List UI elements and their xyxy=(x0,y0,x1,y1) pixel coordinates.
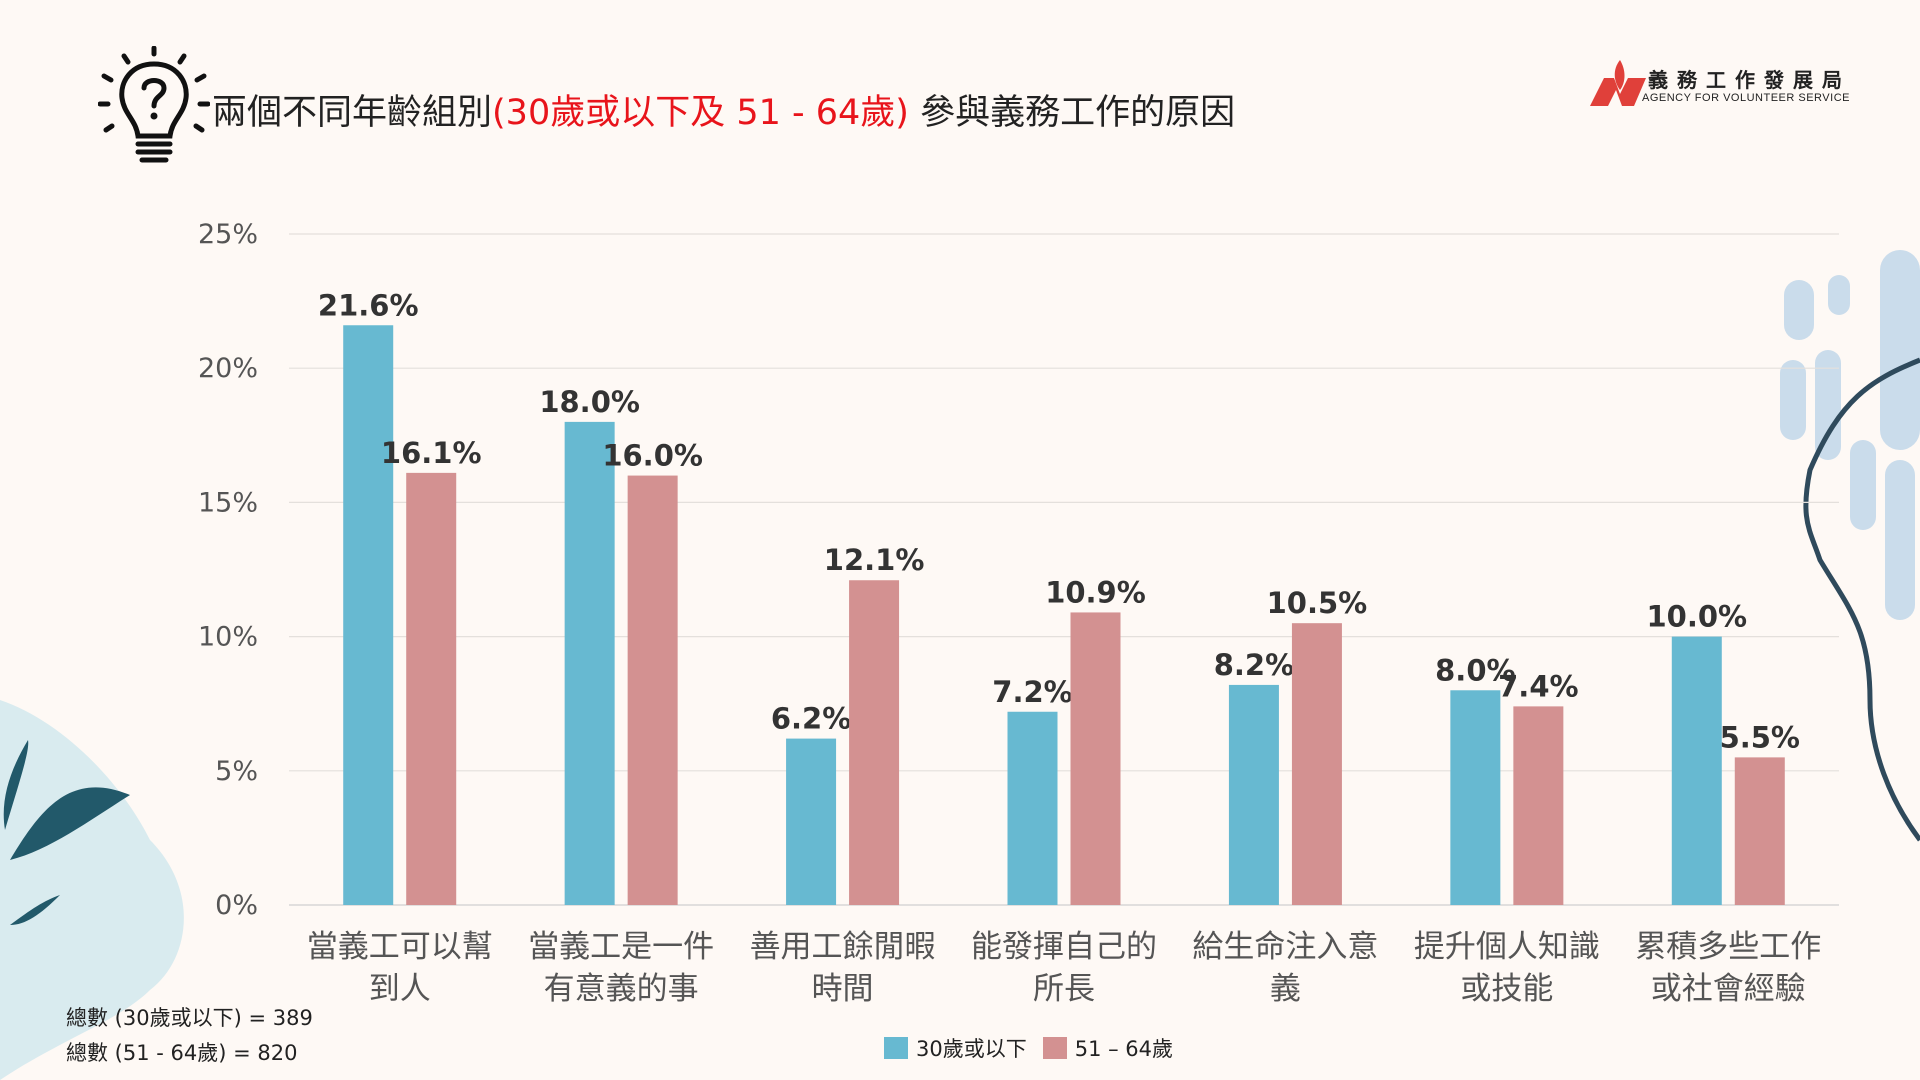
x-category-label: 當義工是一件 xyxy=(528,929,714,965)
footnote-total-young: 總數 (30歲或以下) = 389 xyxy=(66,1006,313,1030)
y-tick-label: 20% xyxy=(198,353,258,384)
x-category-label: 有意義的事 xyxy=(544,971,699,1007)
bar xyxy=(1734,757,1785,905)
legend-label: 51 – 64歲 xyxy=(1074,1037,1174,1061)
title-highlight: (30歲或以下及 51 - 64歲) xyxy=(492,93,909,133)
data-label: 7.2% xyxy=(992,675,1072,709)
footnote-total-older: 總數 (51 - 64歲) = 820 xyxy=(66,1041,298,1065)
bar xyxy=(564,421,615,905)
data-label: 8.0% xyxy=(1435,653,1515,687)
bar xyxy=(343,325,394,906)
logo-mark-icon xyxy=(1590,60,1646,106)
x-category-label: 累積多些工作 xyxy=(1635,929,1821,965)
data-label: 12.1% xyxy=(824,543,925,577)
x-category-label: 給生命注入意 xyxy=(1192,929,1378,965)
logo-chinese-text: 義務工作發展局 xyxy=(1648,68,1851,92)
bar xyxy=(406,472,457,905)
x-category-label: 或社會經驗 xyxy=(1651,971,1806,1007)
x-category-label: 能發揮自己的 xyxy=(971,929,1157,965)
logo-english-text: AGENCY FOR VOLUNTEER SERVICE xyxy=(1642,92,1850,104)
data-label: 10.9% xyxy=(1045,575,1146,609)
legend-swatch xyxy=(1042,1037,1067,1059)
bar xyxy=(1070,612,1121,905)
lightbulb-question-icon xyxy=(98,46,210,163)
bar xyxy=(1228,684,1279,905)
bar xyxy=(1513,706,1564,905)
y-tick-label: 25% xyxy=(198,219,258,250)
bar xyxy=(786,738,837,905)
page-title: 兩個不同年齡組別(30歲或以下及 51 - 64歲) 參與義務工作的原因 xyxy=(212,84,1235,135)
y-tick-label: 15% xyxy=(198,487,258,518)
legend-label: 30歲或以下 xyxy=(916,1037,1027,1061)
data-label: 16.0% xyxy=(602,439,703,473)
data-label: 18.0% xyxy=(539,385,640,419)
x-category-label: 提升個人知識 xyxy=(1414,929,1600,965)
legend-item-series2: 51 – 64歲 xyxy=(1042,1033,1174,1063)
title-prefix: 兩個不同年齡組別 xyxy=(212,93,493,133)
data-label: 10.5% xyxy=(1267,586,1368,620)
x-category-label: 義 xyxy=(1270,971,1301,1007)
data-label: 7.4% xyxy=(1498,669,1578,703)
title-suffix: 參與義務工作的原因 xyxy=(908,93,1236,133)
y-tick-label: 0% xyxy=(215,890,258,921)
bar xyxy=(1007,711,1058,905)
data-label: 10.0% xyxy=(1646,600,1747,634)
data-label: 16.1% xyxy=(381,436,482,470)
data-label: 21.6% xyxy=(318,288,419,322)
x-category-label: 或技能 xyxy=(1460,971,1553,1007)
bar xyxy=(1450,690,1501,905)
bar xyxy=(849,580,900,905)
legend-item-series1: 30歲或以下 xyxy=(884,1033,1027,1063)
x-category-label: 所長 xyxy=(1033,971,1095,1007)
x-category-label: 時間 xyxy=(812,971,874,1007)
y-tick-label: 5% xyxy=(215,756,258,787)
bar xyxy=(1671,636,1722,905)
x-category-label: 到人 xyxy=(369,971,431,1007)
watercolor-leaf-decoration xyxy=(0,700,184,1080)
x-category-label: 當義工可以幫 xyxy=(307,929,493,965)
legend-swatch xyxy=(884,1037,908,1059)
data-label: 5.5% xyxy=(1720,720,1800,754)
x-category-label: 善用工餘閒暇 xyxy=(750,929,936,965)
abstract-line-decoration xyxy=(1780,250,1920,842)
y-tick-label: 10% xyxy=(198,622,258,653)
bar xyxy=(627,475,678,905)
chart-legend: 30歲或以下 51 – 64歲 xyxy=(884,1033,1189,1063)
data-label: 6.2% xyxy=(771,702,851,736)
data-label: 8.2% xyxy=(1214,648,1294,682)
bar xyxy=(1291,623,1342,905)
